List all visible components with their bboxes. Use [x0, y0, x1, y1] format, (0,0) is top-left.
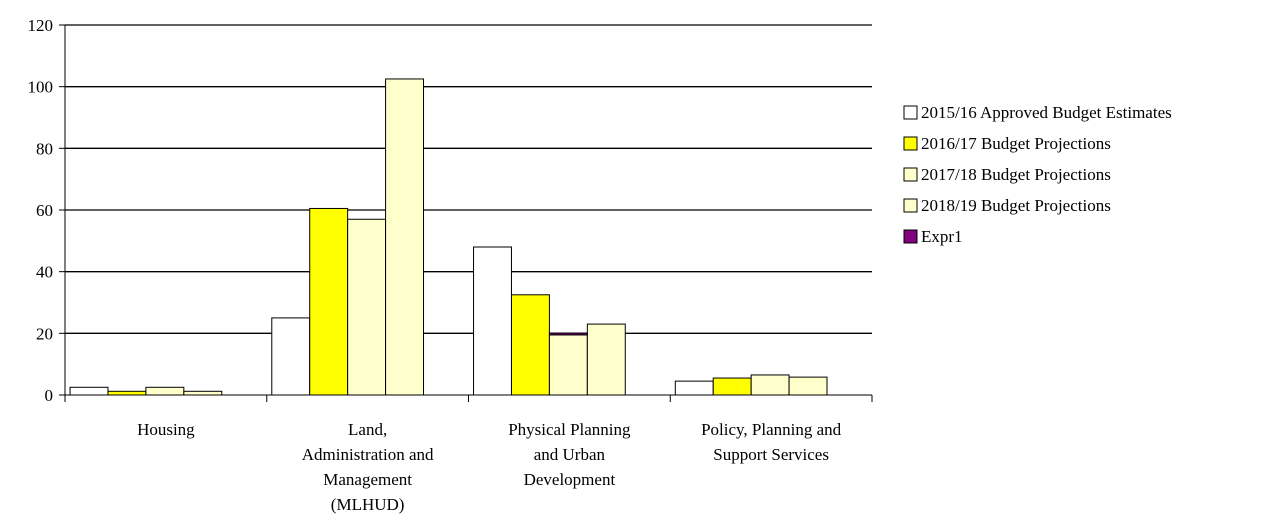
bar-2-1 [107, 390, 147, 396]
y-tick-label: 40 [36, 263, 53, 282]
legend: 2015/16 Approved Budget Estimates 2016/17… [903, 103, 1172, 246]
bar-2-4 [712, 377, 752, 396]
bar-1-3 [473, 246, 512, 396]
x-category-label: Policy, Planning and [701, 420, 842, 439]
bar-3-3 [548, 334, 588, 396]
legend-label: 2018/19 Budget Projections [921, 196, 1111, 215]
bar-2-2 [309, 207, 349, 396]
x-category-label: Administration and [302, 445, 434, 464]
x-category-labels: Housing Land, Administration and Management… [137, 420, 842, 514]
x-category-label: (MLHUD) [331, 495, 405, 514]
bar-4-2 [385, 78, 425, 396]
legend-label: 2016/17 Budget Projections [921, 134, 1111, 153]
x-category-label: Management [323, 470, 412, 489]
bar-4-4 [788, 376, 828, 396]
y-tick-label: 80 [36, 139, 53, 158]
x-category-label: and Urban [534, 445, 606, 464]
y-tick-label: 20 [36, 324, 53, 343]
bar-1-1 [69, 386, 109, 396]
x-category-label: Development [524, 470, 616, 489]
bar-3-1 [145, 386, 185, 396]
bar-2-3 [510, 294, 550, 396]
bar-1-4 [674, 380, 714, 396]
y-tick-label: 0 [45, 386, 54, 405]
bar-3-4 [750, 374, 790, 396]
legend-swatch [903, 105, 918, 120]
bar-5-3 [548, 332, 588, 336]
legend-swatch [903, 229, 918, 244]
bar-3-2 [347, 218, 387, 396]
bar-4-1 [183, 390, 223, 396]
y-tick-label: 60 [36, 201, 53, 220]
x-category-label: Physical Planning [508, 420, 631, 439]
legend-swatch [903, 167, 918, 182]
gridlines [65, 24, 872, 334]
legend-swatch [903, 198, 918, 213]
legend-label: 2017/18 Budget Projections [921, 165, 1111, 184]
legend-label: Expr1 [921, 227, 963, 246]
y-tick-label: 120 [28, 16, 54, 35]
bars [69, 78, 828, 396]
bar-1-2 [271, 317, 311, 396]
y-tick-label: 100 [28, 78, 54, 97]
legend-swatch [903, 136, 918, 151]
x-category-label: Housing [137, 420, 195, 439]
x-category-label: Support Services [713, 445, 829, 464]
legend-label: 2015/16 Approved Budget Estimates [921, 103, 1172, 122]
bar-4-3 [586, 323, 626, 396]
x-category-label: Land, [348, 420, 387, 439]
y-tick-labels: 0 20 40 60 80 100 120 [28, 16, 54, 405]
axes [59, 24, 873, 402]
